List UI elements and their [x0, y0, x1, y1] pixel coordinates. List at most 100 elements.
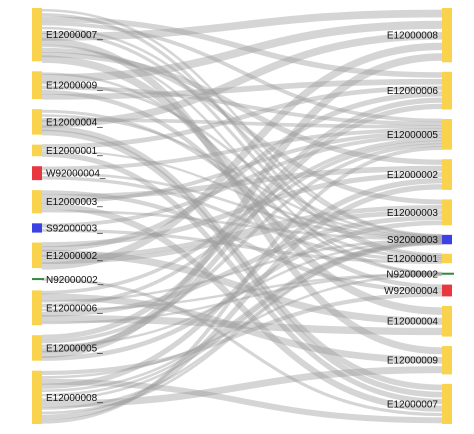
flow-link — [41, 239, 443, 392]
left-node-label: E12000006_ — [46, 303, 103, 314]
right-node-label: E12000003 — [387, 208, 439, 219]
flow-link — [41, 215, 443, 317]
right-node-label: E12000008 — [387, 31, 439, 42]
flow-link — [41, 176, 443, 262]
flow-link — [41, 277, 443, 417]
flow-link — [41, 293, 443, 364]
flow-link — [41, 273, 443, 379]
flow-link — [41, 114, 443, 239]
flow-link — [41, 72, 443, 275]
right-node-label: E12000007 — [387, 399, 439, 410]
flow-link — [41, 129, 443, 398]
left-node-n92000002[interactable] — [32, 278, 44, 281]
right-node-label: E12000001 — [387, 254, 439, 265]
flow-link — [41, 143, 443, 344]
flow-link — [41, 8, 443, 237]
flow-links — [41, 8, 443, 424]
flow-link — [41, 366, 443, 408]
flow-link — [41, 315, 443, 336]
flow-link — [41, 140, 443, 308]
right-node-e12000001[interactable] — [442, 253, 452, 264]
flow-link — [41, 21, 443, 123]
flow-link — [41, 32, 443, 128]
left-node-e12000004[interactable] — [32, 109, 42, 135]
flow-link — [41, 220, 443, 361]
flow-link — [41, 165, 443, 200]
right-node-e12000005[interactable] — [442, 119, 452, 150]
flow-link — [41, 149, 443, 239]
left-node-e12000009[interactable] — [32, 71, 42, 100]
flow-link — [41, 55, 443, 315]
flow-link — [41, 85, 443, 126]
left-node-label: E12000008_ — [46, 393, 103, 404]
flow-link — [41, 90, 443, 289]
flow-link — [41, 292, 443, 375]
flow-link — [41, 241, 443, 410]
flow-link — [41, 190, 443, 293]
right-node-e12000003[interactable] — [442, 199, 452, 226]
right-node-label: E12000005 — [387, 130, 439, 141]
flow-link — [41, 30, 443, 259]
flow-link — [41, 273, 443, 325]
right-node-n92000002[interactable] — [442, 272, 454, 275]
left-node-e12000003[interactable] — [32, 190, 42, 214]
flow-link — [41, 20, 443, 83]
flow-link — [41, 204, 443, 260]
right-node-w92000004[interactable] — [442, 284, 452, 297]
flow-link — [41, 378, 443, 424]
left-node-e12000001[interactable] — [32, 144, 42, 157]
right-node-e12000006[interactable] — [442, 71, 452, 110]
flow-link — [41, 240, 443, 397]
flow-link — [41, 249, 443, 325]
flow-link — [41, 203, 443, 412]
flow-link — [41, 37, 443, 355]
left-node-label: E12000007_ — [46, 30, 103, 41]
flow-link — [41, 210, 443, 265]
right-node-label: E12000006 — [387, 86, 439, 97]
right-node-e12000007[interactable] — [442, 383, 452, 424]
left-node-e12000005[interactable] — [32, 335, 42, 361]
right-node-e12000008[interactable] — [442, 8, 452, 63]
flow-link — [41, 52, 443, 165]
right-node-e12000002[interactable] — [442, 159, 452, 190]
left-node-e12000006[interactable] — [32, 290, 42, 326]
flow-link — [41, 151, 443, 405]
right-node-label: N92000002 — [386, 269, 438, 280]
flow-link — [41, 16, 443, 78]
right-node-label: E12000009 — [387, 356, 439, 367]
flow-link — [41, 78, 443, 100]
right-node-e12000004[interactable] — [442, 305, 452, 337]
flow-link — [41, 9, 443, 41]
flow-link — [41, 97, 443, 340]
left-node-e12000002[interactable] — [32, 242, 42, 269]
left-node-s92000003[interactable] — [32, 223, 42, 233]
left-node-label: E12000004_ — [46, 117, 103, 128]
flow-link — [41, 209, 443, 241]
left-node-w92000004[interactable] — [32, 166, 42, 181]
flow-link — [41, 26, 443, 238]
right-node-label: W92000004 — [384, 286, 438, 297]
left-node-label: E12000001_ — [46, 146, 103, 157]
flow-link — [41, 117, 443, 129]
left-node-e12000008[interactable] — [32, 370, 42, 424]
left-node-e12000007[interactable] — [32, 8, 42, 62]
right-node-e12000009[interactable] — [442, 346, 452, 375]
flow-link — [41, 85, 443, 149]
node-labels: E12000007_ E12000009_ E12000004_ E12000001_… — [46, 30, 438, 410]
flow-link — [41, 103, 443, 353]
flow-link — [41, 137, 443, 295]
flow-link — [41, 134, 443, 228]
flow-link — [41, 131, 443, 204]
left-node-label: N92000002_ — [46, 275, 104, 286]
nodes — [32, 8, 454, 424]
right-node-label: E12000002 — [387, 170, 439, 181]
right-node-s92000003[interactable] — [442, 234, 452, 245]
left-node-label: E12000002_ — [46, 251, 103, 262]
flow-link — [41, 125, 443, 391]
flow-link — [41, 127, 443, 171]
flow-link — [41, 81, 443, 238]
flow-link — [41, 241, 443, 401]
left-node-label: E12000003_ — [46, 197, 103, 208]
flow-link — [41, 53, 443, 359]
